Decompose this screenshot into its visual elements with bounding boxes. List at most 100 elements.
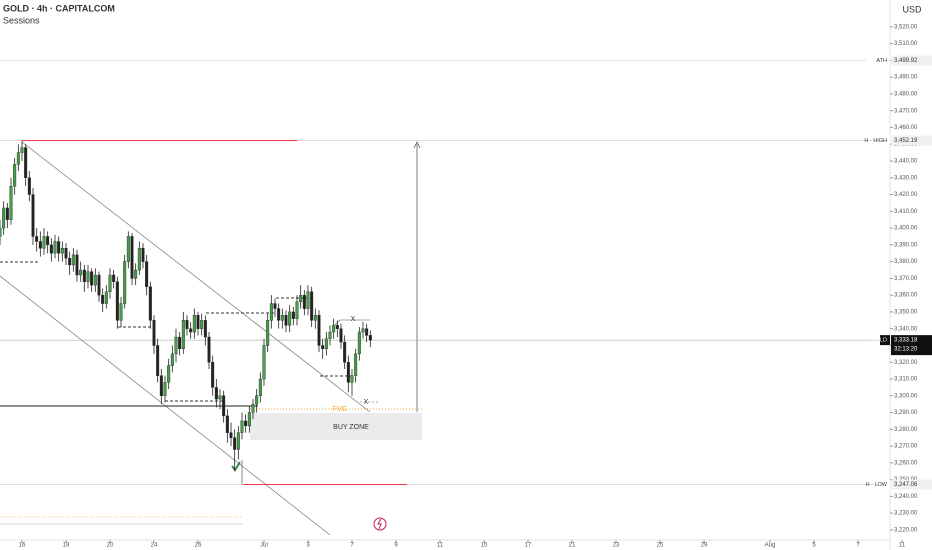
price-label: 3,499.92 (894, 58, 918, 64)
candle-body (9, 185, 13, 220)
candle-body (104, 291, 108, 304)
candle-body (233, 437, 237, 450)
y-tick-label: 3,360.00 (894, 293, 918, 299)
candle-body (27, 177, 31, 195)
candle-body (46, 236, 50, 246)
candle-body (196, 315, 200, 329)
price-name-box (866, 135, 890, 146)
price-label-box (891, 55, 932, 66)
candle-body (229, 432, 233, 438)
candle-body (310, 291, 314, 321)
candle-body (148, 286, 152, 321)
candle-body (291, 311, 295, 319)
price-label: 3,247.06 (894, 482, 918, 488)
x-tick-label: 25 (657, 543, 664, 549)
candle-body (236, 432, 240, 450)
candle-body (82, 269, 86, 282)
candle-body (42, 236, 46, 249)
candle-body (181, 320, 185, 350)
candle-body (343, 341, 347, 363)
price-name: GOLD (871, 338, 887, 344)
y-tick-label: 3,470.00 (894, 108, 918, 114)
candle-body (295, 301, 299, 319)
candle-body (90, 271, 94, 286)
y-tick-label: 3,480.00 (894, 91, 918, 97)
y-tick-label: 3,350.00 (894, 310, 918, 316)
candle-body (0, 227, 2, 237)
candle-body (167, 365, 171, 383)
channel-top (21, 141, 371, 413)
candle-body (79, 269, 83, 276)
x-tick-label: 18 (63, 543, 70, 549)
candle-body (119, 303, 123, 321)
candle-body (211, 362, 215, 388)
candle-body (207, 336, 211, 363)
candle-body (317, 315, 321, 346)
candle-body (302, 294, 306, 309)
candle-body (203, 320, 207, 338)
price-name: ATH (876, 58, 887, 64)
x-tick-label: 7 (856, 543, 860, 549)
y-tick-label: 3,410.00 (894, 209, 918, 215)
price-label-box (891, 479, 932, 490)
x-tick-label: 7 (350, 543, 354, 549)
event-icon (377, 518, 382, 530)
x-label: X (351, 316, 356, 323)
candle-body (159, 375, 163, 396)
y-tick-label: 3,420.00 (894, 192, 918, 198)
candle-body (101, 294, 105, 304)
candle-body (335, 325, 339, 329)
y-tick-label: 3,280.00 (894, 427, 918, 433)
x-label: X (364, 399, 369, 406)
candle-body (108, 274, 112, 293)
y-tick-label: 3,230.00 (894, 511, 918, 517)
y-tick-label: 3,300.00 (894, 393, 918, 399)
candle-body (24, 147, 28, 178)
candle-body (258, 378, 262, 396)
candle-body (324, 338, 328, 350)
candle-body (174, 336, 178, 355)
x-tick-label: 11 (437, 543, 444, 549)
y-tick-label: 3,440.00 (894, 159, 918, 165)
buy-zone-box (250, 413, 422, 440)
candle-body (152, 320, 156, 346)
candle-body (178, 336, 182, 350)
countdown-label: 32:13:20 (894, 347, 918, 353)
candle-body (137, 247, 141, 271)
x-tick-label: 11 (899, 543, 906, 549)
x-tick-label: 16 (19, 543, 26, 549)
y-tick-label: 3,260.00 (894, 460, 918, 466)
candle-body (225, 415, 229, 433)
candle-body (68, 258, 72, 266)
candle-body (368, 335, 372, 341)
y-tick-label: 3,490.00 (894, 75, 918, 81)
candle-body (357, 331, 361, 355)
candle-body (16, 152, 20, 165)
x-tick-label: 20 (107, 543, 114, 549)
candle-body (306, 291, 310, 309)
candle-body (170, 353, 174, 366)
candle-body (86, 271, 90, 282)
candle-body (273, 303, 277, 309)
x-tick-label: 26 (195, 543, 202, 549)
y-tick-label: 3,510.00 (894, 41, 918, 47)
candle-body (247, 412, 251, 427)
candle-body (5, 207, 9, 220)
candle-body (251, 403, 255, 413)
candle-body (321, 345, 325, 350)
candle-body (346, 362, 350, 383)
buy-zone-label: BUY ZONE (333, 424, 369, 431)
candle-body (57, 241, 61, 254)
candle-body (339, 328, 343, 343)
candle-body (185, 320, 189, 329)
candle-body (269, 303, 273, 321)
candle-body (35, 236, 39, 242)
candle-body (299, 294, 303, 303)
candle-body (38, 241, 42, 249)
candle-body (53, 241, 57, 254)
x-tick-label: Aug (765, 543, 776, 549)
y-tick-label: 3,460.00 (894, 125, 918, 131)
candle-body (123, 261, 127, 304)
